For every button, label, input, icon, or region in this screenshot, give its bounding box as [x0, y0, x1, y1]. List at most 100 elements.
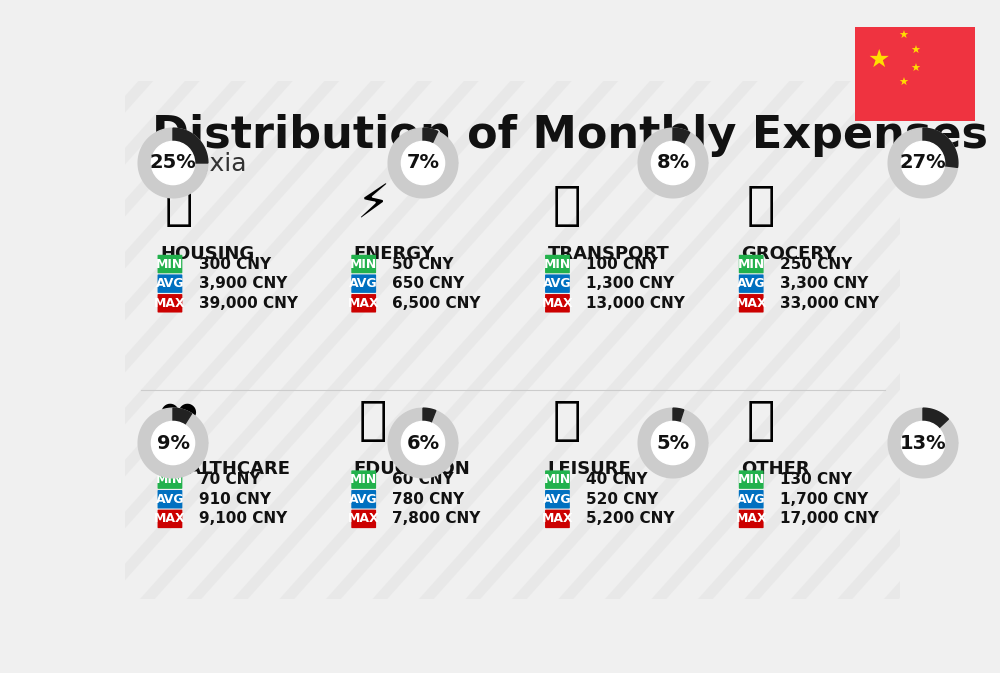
Polygon shape	[138, 408, 208, 478]
Text: 250 CNY: 250 CNY	[780, 256, 852, 271]
Text: MAX: MAX	[735, 512, 767, 526]
Text: 13%: 13%	[900, 433, 946, 452]
Text: 🏢: 🏢	[165, 184, 193, 229]
FancyBboxPatch shape	[351, 294, 376, 312]
Text: 5,200 CNY: 5,200 CNY	[586, 511, 675, 526]
Text: 130 CNY: 130 CNY	[780, 472, 852, 487]
Text: AVG: AVG	[543, 493, 572, 505]
Text: MAX: MAX	[348, 297, 380, 310]
Text: 50 CNY: 50 CNY	[392, 256, 454, 271]
Text: 27%: 27%	[900, 153, 946, 172]
FancyBboxPatch shape	[545, 470, 570, 489]
Polygon shape	[388, 408, 458, 478]
Text: MAX: MAX	[154, 512, 186, 526]
Circle shape	[901, 421, 945, 464]
Text: 8%: 8%	[656, 153, 690, 172]
FancyBboxPatch shape	[545, 509, 570, 528]
FancyBboxPatch shape	[158, 275, 182, 293]
Text: MAX: MAX	[348, 512, 380, 526]
Polygon shape	[888, 128, 958, 198]
FancyBboxPatch shape	[158, 490, 182, 509]
Text: 7,800 CNY: 7,800 CNY	[392, 511, 481, 526]
FancyBboxPatch shape	[545, 275, 570, 293]
Polygon shape	[423, 408, 436, 423]
Text: MIN: MIN	[738, 473, 765, 486]
Text: ★: ★	[898, 79, 908, 88]
FancyBboxPatch shape	[853, 25, 977, 124]
FancyBboxPatch shape	[351, 470, 376, 489]
Text: ⚡: ⚡	[356, 184, 390, 229]
FancyBboxPatch shape	[739, 255, 764, 273]
Text: 7%: 7%	[407, 153, 440, 172]
Text: OTHER: OTHER	[741, 460, 810, 479]
FancyBboxPatch shape	[351, 255, 376, 273]
FancyBboxPatch shape	[351, 490, 376, 509]
Text: 9%: 9%	[156, 433, 190, 452]
Text: 780 CNY: 780 CNY	[392, 492, 464, 507]
Text: ENERGY: ENERGY	[354, 245, 434, 262]
Text: 39,000 CNY: 39,000 CNY	[199, 296, 298, 311]
Text: 650 CNY: 650 CNY	[392, 276, 465, 291]
Text: AVG: AVG	[349, 277, 378, 290]
Text: ★: ★	[910, 65, 920, 74]
Text: MAX: MAX	[542, 297, 573, 310]
Polygon shape	[638, 408, 708, 478]
Circle shape	[401, 141, 445, 184]
Text: 33,000 CNY: 33,000 CNY	[780, 296, 879, 311]
Text: 3,900 CNY: 3,900 CNY	[199, 276, 287, 291]
FancyBboxPatch shape	[545, 255, 570, 273]
Circle shape	[151, 421, 195, 464]
Text: MIN: MIN	[156, 258, 184, 271]
Circle shape	[651, 141, 695, 184]
Text: 910 CNY: 910 CNY	[199, 492, 271, 507]
Circle shape	[151, 141, 195, 184]
Text: AVG: AVG	[737, 493, 766, 505]
Polygon shape	[173, 408, 192, 425]
Text: 25%: 25%	[150, 153, 196, 172]
FancyBboxPatch shape	[158, 470, 182, 489]
Text: ❤️: ❤️	[159, 399, 199, 444]
Text: 🛍️: 🛍️	[553, 399, 581, 444]
Polygon shape	[638, 128, 708, 198]
FancyBboxPatch shape	[545, 294, 570, 312]
Text: MIN: MIN	[544, 258, 571, 271]
Text: 🚌: 🚌	[553, 184, 581, 229]
Polygon shape	[673, 408, 684, 423]
Text: EDUCATION: EDUCATION	[354, 460, 470, 479]
Text: MIN: MIN	[544, 473, 571, 486]
FancyBboxPatch shape	[739, 490, 764, 509]
Text: 40 CNY: 40 CNY	[586, 472, 648, 487]
Text: 13,000 CNY: 13,000 CNY	[586, 296, 685, 311]
Text: 9,100 CNY: 9,100 CNY	[199, 511, 287, 526]
Text: AVG: AVG	[543, 277, 572, 290]
Text: MAX: MAX	[542, 512, 573, 526]
Text: 100 CNY: 100 CNY	[586, 256, 658, 271]
FancyBboxPatch shape	[545, 490, 570, 509]
Text: 6%: 6%	[406, 433, 440, 452]
FancyBboxPatch shape	[351, 275, 376, 293]
Text: ★: ★	[898, 32, 908, 41]
Polygon shape	[923, 128, 958, 168]
FancyBboxPatch shape	[158, 294, 182, 312]
Text: MAX: MAX	[735, 297, 767, 310]
Text: 6,500 CNY: 6,500 CNY	[392, 296, 481, 311]
Text: 3,300 CNY: 3,300 CNY	[780, 276, 868, 291]
Circle shape	[901, 141, 945, 184]
Text: HOUSING: HOUSING	[160, 245, 254, 262]
Polygon shape	[173, 128, 208, 163]
FancyBboxPatch shape	[739, 470, 764, 489]
Polygon shape	[423, 128, 438, 143]
FancyBboxPatch shape	[158, 255, 182, 273]
Text: Distribution of Monthly Expenses: Distribution of Monthly Expenses	[152, 114, 988, 157]
Text: Ningxia: Ningxia	[152, 152, 247, 176]
Text: 1,700 CNY: 1,700 CNY	[780, 492, 868, 507]
Polygon shape	[923, 408, 948, 428]
FancyBboxPatch shape	[158, 509, 182, 528]
Polygon shape	[888, 408, 958, 478]
Text: 17,000 CNY: 17,000 CNY	[780, 511, 879, 526]
Text: LEISURE: LEISURE	[547, 460, 631, 479]
Text: HEALTHCARE: HEALTHCARE	[160, 460, 290, 479]
Circle shape	[401, 421, 445, 464]
Text: AVG: AVG	[156, 493, 184, 505]
Text: TRANSPORT: TRANSPORT	[547, 245, 669, 262]
